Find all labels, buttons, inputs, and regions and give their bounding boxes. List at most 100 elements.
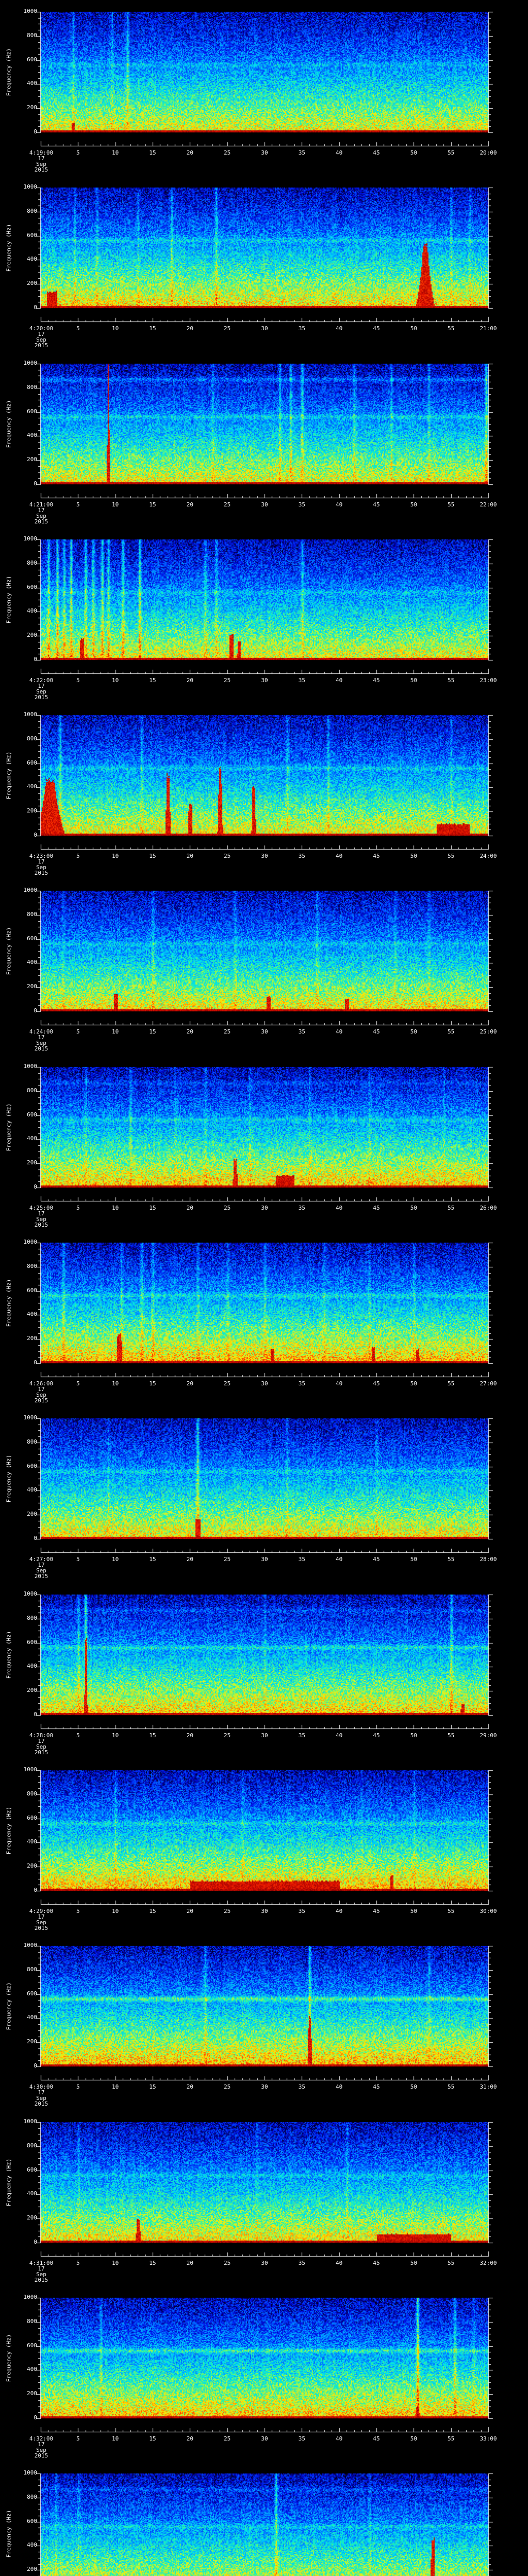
y-tick-label: 400 bbox=[27, 2541, 37, 2549]
y-tick-label: 400 bbox=[27, 256, 37, 263]
y-tick-label: 800 bbox=[27, 1262, 37, 1269]
spectrogram-canvas bbox=[0, 176, 528, 352]
x-tick-label: 15 bbox=[149, 1908, 156, 1914]
spectrogram-canvas bbox=[0, 879, 528, 1055]
y-tick-label: 200 bbox=[27, 2038, 37, 2045]
x-axis-end-time: 23:00 bbox=[480, 677, 497, 684]
y-tick-label: 200 bbox=[27, 2390, 37, 2397]
x-tick-label: 5 bbox=[76, 1380, 80, 1387]
x-tick-label: 5 bbox=[76, 1556, 80, 1563]
x-tick-label: 20 bbox=[186, 2260, 193, 2266]
x-tick-label: 25 bbox=[224, 2260, 231, 2266]
date-line: 2015 bbox=[34, 1925, 48, 1931]
x-tick-label: 25 bbox=[224, 1556, 231, 1563]
y-axis-title: Frequency (Hz) bbox=[5, 1631, 12, 1679]
x-axis-start-time: 4:29:00 bbox=[29, 1908, 54, 1914]
y-tick-label: 800 bbox=[27, 383, 37, 391]
date-line: 17 bbox=[38, 683, 45, 689]
x-tick-label: 30 bbox=[261, 2083, 268, 2090]
y-tick-label: 200 bbox=[27, 807, 37, 815]
date-line: Sep bbox=[36, 1567, 46, 1574]
y-axis-title: Frequency (Hz) bbox=[5, 2334, 12, 2382]
y-axis-title: Frequency (Hz) bbox=[5, 2510, 12, 2558]
x-tick-label: 40 bbox=[336, 1732, 343, 1739]
x-tick-label: 30 bbox=[261, 2260, 268, 2266]
x-tick-label: 10 bbox=[112, 1205, 119, 1211]
date-line: 2015 bbox=[34, 166, 48, 173]
spectrogram-panel-8: Frequency (Hz) 0 200 400 600 800 1000 4:… bbox=[0, 1231, 528, 1407]
x-tick-label: 55 bbox=[448, 501, 455, 508]
x-tick-label: 45 bbox=[373, 1380, 380, 1387]
x-tick-label: 15 bbox=[149, 1556, 156, 1563]
spectrogram-canvas bbox=[0, 2462, 528, 2576]
date-line: Sep bbox=[36, 161, 46, 167]
y-axis-title: Frequency (Hz) bbox=[5, 2158, 12, 2207]
y-tick-label: 1000 bbox=[23, 711, 38, 718]
y-tick-label: 600 bbox=[27, 1814, 37, 1821]
y-tick-label: 0 bbox=[34, 832, 37, 838]
x-tick-label: 10 bbox=[112, 501, 119, 508]
x-tick-label: 20 bbox=[186, 325, 193, 332]
x-tick-label: 35 bbox=[298, 1028, 305, 1035]
date-line: Sep bbox=[36, 513, 46, 519]
x-tick-label: 15 bbox=[149, 1205, 156, 1211]
x-tick-label: 10 bbox=[112, 2083, 119, 2090]
y-tick-label: 200 bbox=[27, 983, 37, 990]
date-line: Sep bbox=[36, 864, 46, 871]
x-tick-label: 50 bbox=[410, 325, 417, 332]
x-tick-label: 20 bbox=[186, 1908, 193, 1914]
y-tick-label: 0 bbox=[34, 1711, 37, 1718]
y-tick-label: 800 bbox=[27, 1790, 37, 1797]
x-tick-label: 50 bbox=[410, 1205, 417, 1211]
x-tick-label: 40 bbox=[336, 1556, 343, 1563]
y-tick-label: 200 bbox=[27, 1511, 37, 1518]
x-tick-label: 30 bbox=[261, 1732, 268, 1739]
y-tick-label: 200 bbox=[27, 104, 37, 111]
date-line: Sep bbox=[36, 1392, 46, 1398]
x-tick-label: 45 bbox=[373, 149, 380, 156]
x-tick-label: 10 bbox=[112, 853, 119, 859]
x-axis-start-time: 4:21:00 bbox=[29, 501, 54, 508]
spectrogram-panel-7: Frequency (Hz) 0 200 400 600 800 1000 4:… bbox=[0, 1055, 528, 1231]
y-tick-label: 1000 bbox=[23, 887, 38, 893]
x-axis-end-time: 26:00 bbox=[480, 1205, 497, 1211]
date-line: 17 bbox=[38, 2441, 45, 2448]
x-tick-label: 15 bbox=[149, 149, 156, 156]
y-tick-label: 400 bbox=[27, 432, 37, 439]
spectrogram-canvas bbox=[0, 352, 528, 528]
x-tick-label: 35 bbox=[298, 2260, 305, 2266]
x-axis-start-time: 4:19:00 bbox=[29, 149, 54, 156]
date-line: 2015 bbox=[34, 518, 48, 525]
x-tick-label: 10 bbox=[112, 677, 119, 684]
x-axis-start-time: 4:23:00 bbox=[29, 853, 54, 859]
y-tick-label: 0 bbox=[34, 2062, 37, 2069]
x-tick-label: 20 bbox=[186, 1380, 193, 1387]
x-tick-label: 5 bbox=[76, 853, 80, 859]
y-tick-label: 400 bbox=[27, 1838, 37, 1845]
y-axis-title: Frequency (Hz) bbox=[5, 400, 12, 448]
spectrogram-panel-10: Frequency (Hz) 0 200 400 600 800 1000 4:… bbox=[0, 1583, 528, 1759]
x-tick-label: 30 bbox=[261, 853, 268, 859]
spectrogram-canvas bbox=[0, 2286, 528, 2462]
x-tick-label: 50 bbox=[410, 2083, 417, 2090]
x-tick-label: 30 bbox=[261, 1380, 268, 1387]
x-tick-label: 40 bbox=[336, 2260, 343, 2266]
x-tick-label: 5 bbox=[76, 2260, 80, 2266]
x-tick-label: 5 bbox=[76, 149, 80, 156]
x-tick-label: 10 bbox=[112, 1732, 119, 1739]
y-tick-label: 0 bbox=[34, 2414, 37, 2421]
x-axis-start-time: 4:24:00 bbox=[29, 1028, 54, 1035]
x-tick-label: 5 bbox=[76, 325, 80, 332]
x-tick-label: 10 bbox=[112, 1380, 119, 1387]
x-tick-label: 55 bbox=[448, 1380, 455, 1387]
x-tick-label: 45 bbox=[373, 325, 380, 332]
x-tick-label: 5 bbox=[76, 1908, 80, 1914]
x-tick-label: 40 bbox=[336, 853, 343, 859]
date-line: Sep bbox=[36, 336, 46, 343]
y-tick-label: 600 bbox=[27, 1462, 37, 1469]
x-tick-label: 20 bbox=[186, 2083, 193, 2090]
spectrogram-panel-11: Frequency (Hz) 0 200 400 600 800 1000 4:… bbox=[0, 1758, 528, 1935]
x-tick-label: 10 bbox=[112, 1908, 119, 1914]
date-line: 17 bbox=[38, 1562, 45, 1568]
x-tick-label: 50 bbox=[410, 2435, 417, 2442]
